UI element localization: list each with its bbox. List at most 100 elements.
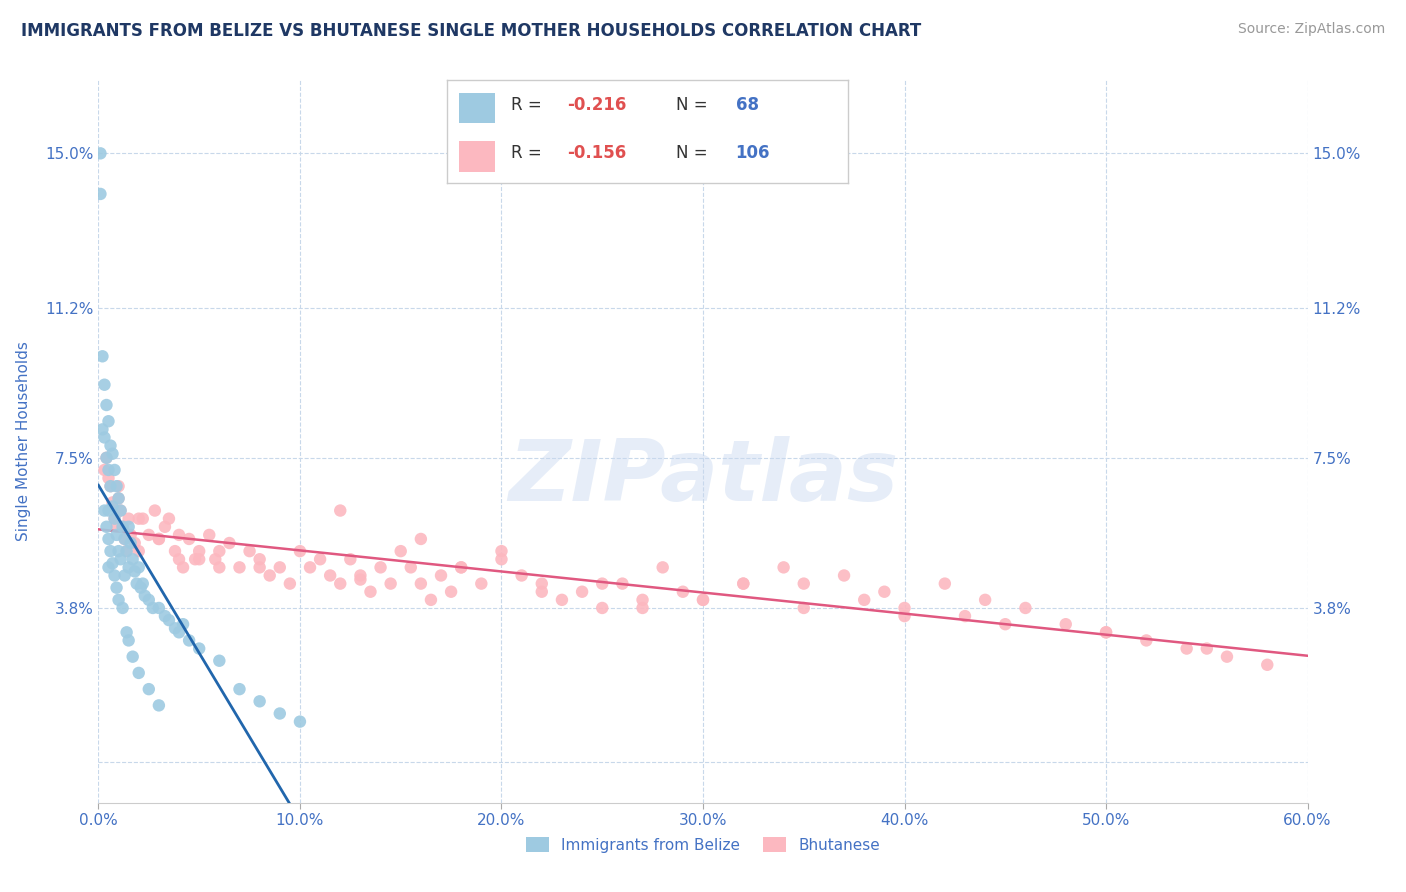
Point — [409, 532, 432, 546]
Point — [249, 694, 271, 708]
Point — [208, 654, 231, 668]
Point — [934, 576, 956, 591]
Text: R =: R = — [512, 145, 541, 162]
Point — [198, 528, 221, 542]
Point — [530, 576, 553, 591]
Text: ZIPatlas: ZIPatlas — [508, 436, 898, 519]
Point — [319, 568, 342, 582]
Point — [134, 589, 156, 603]
Point — [128, 560, 150, 574]
Point — [733, 576, 755, 591]
Point — [118, 511, 141, 525]
Point — [93, 430, 115, 444]
Point — [349, 568, 371, 582]
Text: R =: R = — [512, 96, 541, 114]
Point — [138, 592, 160, 607]
Point — [97, 503, 120, 517]
Point — [103, 511, 125, 525]
Point — [591, 576, 613, 591]
Text: 68: 68 — [735, 96, 759, 114]
Point — [1054, 617, 1077, 632]
Point — [288, 544, 311, 558]
Point — [450, 560, 472, 574]
Point — [101, 557, 124, 571]
Point — [120, 528, 142, 542]
Point — [157, 613, 180, 627]
Point — [239, 544, 262, 558]
Point — [105, 528, 128, 542]
Point — [651, 560, 673, 574]
Point — [772, 560, 794, 574]
Point — [349, 573, 371, 587]
Point — [153, 520, 176, 534]
Point — [148, 532, 170, 546]
Point — [103, 568, 125, 582]
Point — [288, 714, 311, 729]
Point — [107, 544, 129, 558]
Point — [96, 398, 118, 412]
Point — [893, 609, 915, 624]
Point — [1195, 641, 1218, 656]
Point — [188, 552, 211, 566]
Point — [143, 503, 166, 517]
FancyBboxPatch shape — [460, 141, 495, 171]
Point — [893, 601, 915, 615]
Point — [96, 450, 118, 465]
Point — [309, 552, 332, 566]
Point — [148, 601, 170, 615]
Point — [115, 544, 138, 558]
Point — [163, 621, 186, 635]
Point — [120, 536, 142, 550]
Text: N =: N = — [675, 96, 707, 114]
Point — [121, 649, 143, 664]
Point — [107, 491, 129, 506]
Text: IMMIGRANTS FROM BELIZE VS BHUTANESE SINGLE MOTHER HOUSEHOLDS CORRELATION CHART: IMMIGRANTS FROM BELIZE VS BHUTANESE SING… — [21, 22, 921, 40]
Point — [125, 576, 148, 591]
Point — [128, 544, 150, 558]
Point — [153, 609, 176, 624]
Point — [530, 584, 553, 599]
Point — [370, 560, 392, 574]
Point — [269, 706, 291, 721]
Point — [103, 511, 125, 525]
Point — [91, 422, 114, 436]
Point — [249, 560, 271, 574]
Point — [440, 584, 463, 599]
Point — [1095, 625, 1118, 640]
Point — [129, 581, 152, 595]
Point — [89, 146, 111, 161]
Point — [97, 471, 120, 485]
Point — [571, 584, 593, 599]
Point — [110, 503, 132, 517]
Point — [1135, 633, 1157, 648]
Point — [1256, 657, 1278, 672]
Point — [132, 511, 155, 525]
Point — [101, 495, 124, 509]
Point — [1014, 601, 1036, 615]
Point — [172, 560, 194, 574]
Point — [409, 576, 432, 591]
Point — [1216, 649, 1239, 664]
Text: N =: N = — [675, 145, 707, 162]
Point — [249, 552, 271, 566]
Point — [491, 544, 513, 558]
Point — [329, 576, 352, 591]
Point — [107, 592, 129, 607]
Point — [138, 528, 160, 542]
Point — [672, 584, 695, 599]
Point — [101, 500, 124, 514]
Point — [97, 560, 120, 574]
Point — [142, 601, 165, 615]
Point — [163, 544, 186, 558]
Point — [259, 568, 281, 582]
Point — [179, 532, 201, 546]
Point — [100, 479, 122, 493]
Point — [96, 450, 118, 465]
Y-axis label: Single Mother Households: Single Mother Households — [17, 342, 31, 541]
Point — [167, 625, 190, 640]
Point — [114, 532, 136, 546]
Point — [97, 532, 120, 546]
Point — [208, 560, 231, 574]
Text: Source: ZipAtlas.com: Source: ZipAtlas.com — [1237, 22, 1385, 37]
Point — [167, 528, 190, 542]
